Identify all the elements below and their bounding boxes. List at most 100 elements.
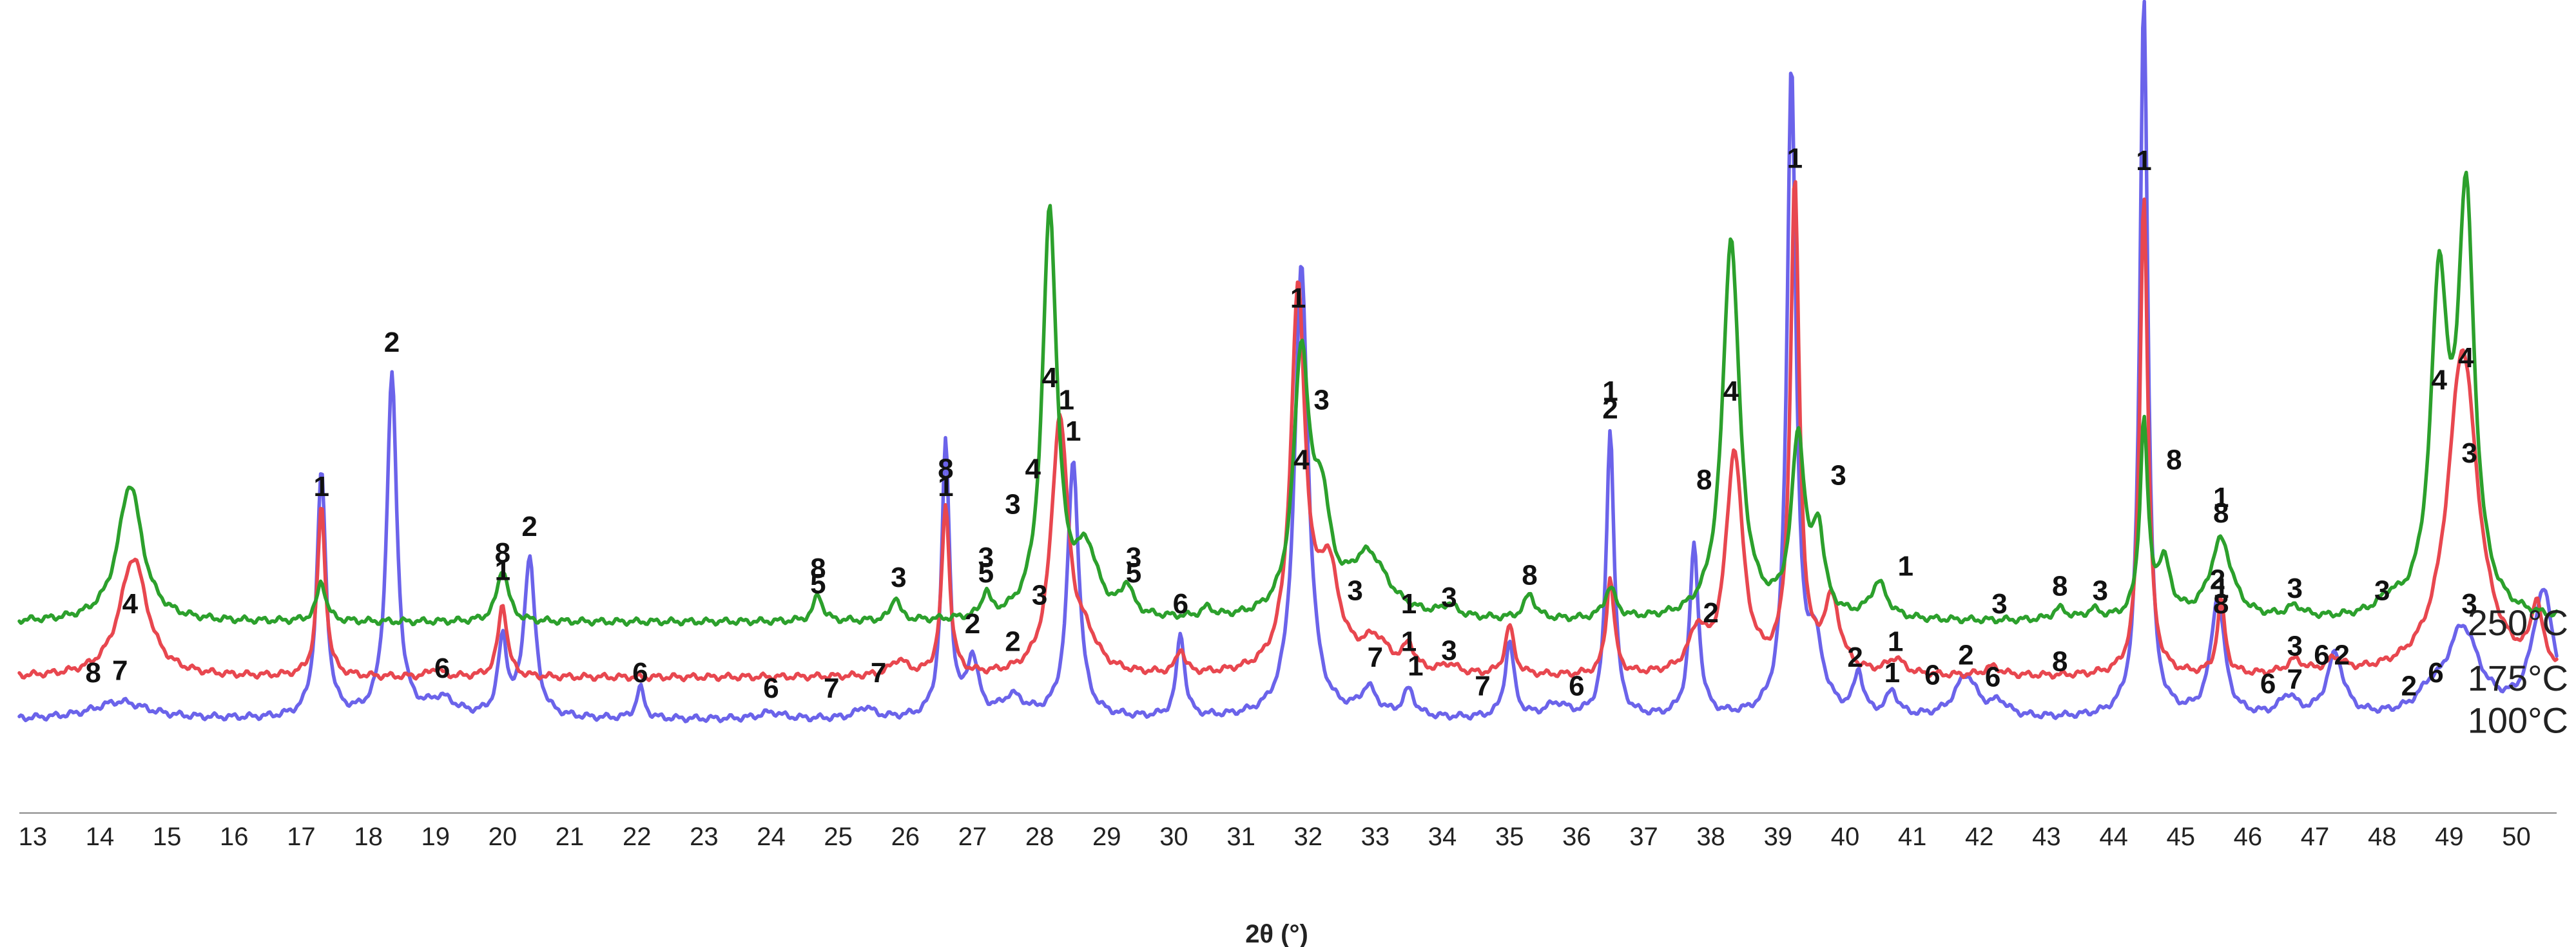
peak-label: 6	[763, 673, 779, 704]
peak-label: 3	[1032, 579, 1047, 611]
peak-label: 2	[384, 327, 400, 358]
peak-label: 4	[1042, 362, 1058, 394]
peak-label: 1	[495, 555, 510, 587]
x-tick-label: 18	[354, 823, 383, 851]
peak-label: 1	[1787, 143, 1803, 175]
x-axis-ticks: 13 14 15 16 17 18 19 20 21 22 23 24 25 26 27 28 29 30 31 32…	[19, 823, 2531, 851]
peak-label: 8	[938, 453, 953, 484]
x-tick-label: 29	[1092, 823, 1121, 851]
peak-label: 3	[2287, 573, 2303, 604]
x-tick-label: 41	[1898, 823, 1927, 851]
x-tick-label: 13	[19, 823, 48, 851]
x-axis-title: 2θ (°)	[1245, 920, 1308, 947]
peak-label: 7	[2287, 664, 2303, 695]
peak-label: 1	[1408, 651, 1423, 682]
x-tick-label: 24	[757, 823, 786, 851]
peak-label: 3	[1313, 385, 1329, 416]
peak-label: 6	[2428, 657, 2443, 689]
peak-label: 3	[1830, 460, 1846, 492]
peak-label: 8	[1696, 464, 1712, 495]
x-tick-label: 25	[824, 823, 853, 851]
peak-label: 6	[632, 657, 648, 689]
peak-label: 1	[938, 471, 953, 502]
peak-label: 1	[1897, 551, 1913, 582]
series-name-label: 175°C	[2468, 658, 2568, 698]
peak-label: 2	[1005, 626, 1020, 658]
peak-label: 3	[978, 542, 994, 573]
peak-label: 8	[810, 553, 826, 584]
peak-label: 1	[1290, 282, 1306, 314]
x-tick-label: 27	[958, 823, 987, 851]
peak-label: 3	[2093, 575, 2108, 607]
peak-label: 3	[2287, 631, 2303, 662]
peak-label: 3	[2374, 575, 2390, 607]
peak-label: 1	[1065, 416, 1081, 447]
peak-label: 4	[1723, 376, 1739, 407]
peak-label: 1	[1401, 626, 1417, 658]
peak-label: 2	[1602, 393, 1618, 425]
peak-label: 2	[2210, 564, 2225, 595]
peak-label: 3	[1441, 582, 1457, 613]
trace-layer	[17, 0, 2559, 723]
x-tick-label: 36	[1562, 823, 1591, 851]
x-tick-label: 16	[220, 823, 249, 851]
peak-label: 1	[2213, 573, 2229, 604]
peak-label: 2	[1958, 639, 1973, 671]
peak-label: 8	[85, 657, 101, 689]
x-tick-label: 17	[287, 823, 316, 851]
x-tick-label: 33	[1361, 823, 1390, 851]
peak-label: 3	[1005, 488, 1020, 520]
x-tick-label: 37	[1629, 823, 1658, 851]
x-tick-label: 45	[2166, 823, 2195, 851]
x-tick-label: 42	[1965, 823, 1994, 851]
peak-label: 6	[1924, 659, 1940, 691]
peak-label: 1	[1888, 626, 1903, 658]
x-tick-label: 34	[1428, 823, 1457, 851]
series-line	[17, 170, 2559, 627]
peak-label: 7	[1475, 671, 1490, 702]
x-tick-label: 23	[690, 823, 719, 851]
series-name-label: 100°C	[2468, 700, 2568, 740]
x-tick-label: 39	[1764, 823, 1793, 851]
peak-label: 1	[1401, 588, 1417, 620]
peak-label: 8	[2052, 571, 2068, 602]
peak-label: 4	[2458, 342, 2474, 374]
peak-label: 8	[2052, 646, 2068, 678]
x-tick-label: 50	[2502, 823, 2531, 851]
peak-label: 4	[2431, 365, 2447, 396]
peak-label: 1	[2136, 145, 2151, 177]
peak-label: 6	[2260, 668, 2276, 700]
peak-label: 8	[2213, 497, 2229, 529]
x-tick-label: 40	[1831, 823, 1860, 851]
peak-label: 3	[2461, 588, 2477, 620]
peak-label: 6	[1985, 662, 2000, 693]
peak-label: 5	[978, 557, 994, 589]
peak-label: 1	[1602, 376, 1618, 407]
peak-label: 8	[2213, 588, 2229, 620]
x-tick-label: 14	[86, 823, 115, 851]
peak-label: 7	[112, 655, 128, 686]
peak-label: 3	[1126, 542, 1141, 573]
peak-label: 1	[1059, 385, 1074, 416]
peak-label: 3	[1441, 635, 1457, 666]
x-tick-label: 35	[1495, 823, 1524, 851]
peak-label: 6	[434, 653, 450, 684]
peak-label: 2	[2334, 639, 2349, 671]
x-tick-label: 28	[1025, 823, 1054, 851]
x-tick-label: 30	[1159, 823, 1188, 851]
x-tick-label: 46	[2234, 823, 2263, 851]
x-tick-label: 43	[2032, 823, 2061, 851]
peak-label: 3	[1991, 588, 2007, 620]
peak-label: 2	[2401, 671, 2417, 702]
x-tick-label: 31	[1226, 823, 1255, 851]
peak-label: 7	[824, 673, 839, 704]
peak-label: 6	[2314, 639, 2329, 671]
x-tick-label: 49	[2435, 823, 2464, 851]
x-tick-label: 26	[891, 823, 920, 851]
x-tick-label: 15	[153, 823, 182, 851]
peak-label: 8	[2166, 445, 2182, 476]
x-tick-label: 19	[421, 823, 450, 851]
x-tick-label: 21	[556, 823, 585, 851]
